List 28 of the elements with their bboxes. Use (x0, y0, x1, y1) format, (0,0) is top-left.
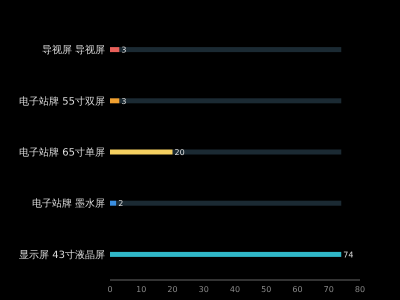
bar (110, 47, 120, 52)
data-label: 74 (343, 250, 354, 260)
x-tick-label: 20 (167, 285, 178, 294)
data-label: 2 (118, 199, 124, 208)
data-label: 3 (121, 96, 126, 106)
y-tick-label: 导视屏 导视屏 (42, 44, 105, 56)
x-tick-label: 40 (230, 285, 240, 294)
bar (110, 150, 172, 154)
bar (110, 200, 116, 206)
bar (119, 98, 342, 104)
x-tick-label: 70 (324, 285, 334, 294)
bar (172, 150, 342, 154)
y-tick-label: 显示屏 43寸液晶屏 (19, 248, 105, 261)
bar (110, 252, 342, 257)
y-tick-label: 电子站牌 65寸单屏 (19, 146, 105, 158)
y-tick-label: 电子站牌 墨水屏 (32, 198, 105, 210)
bar (119, 47, 342, 52)
data-label: 20 (174, 148, 185, 157)
x-tick-label: 50 (261, 285, 272, 294)
x-tick-label: 0 (107, 285, 113, 294)
y-tick-label: 电子站牌 55寸双屏 (19, 95, 105, 108)
data-label: 3 (121, 46, 126, 55)
bar (110, 98, 120, 104)
x-tick-label: 10 (136, 285, 146, 294)
x-tick-label: 60 (292, 285, 303, 294)
x-tick-label: 80 (354, 285, 366, 294)
bar (116, 200, 342, 206)
x-tick-label: 30 (198, 285, 209, 294)
